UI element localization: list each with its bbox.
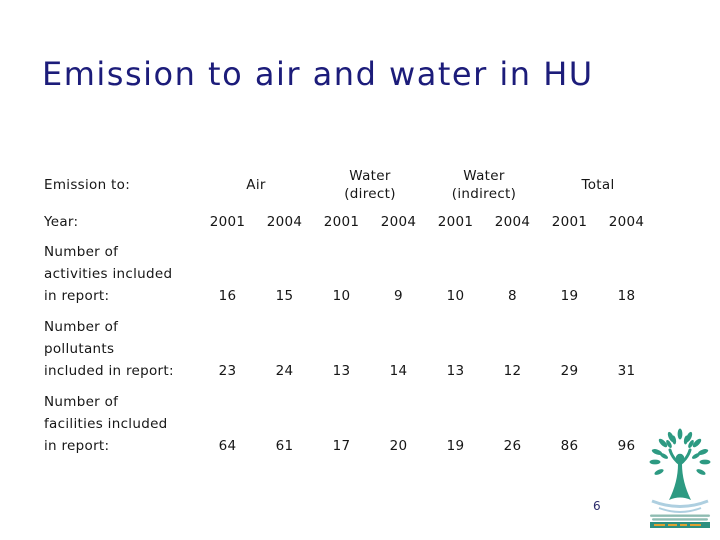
row-label: Number of pollutants included in report: [44,319,174,379]
table-row-pollutants: Number of pollutants included in report:… [44,316,655,382]
value-cell: 61 [275,438,294,454]
value-cell: 96 [617,438,636,454]
value-cell: 8 [508,288,517,304]
value-cell: 23 [218,363,237,379]
table-row-activities: Number of activities included in report:… [44,241,655,307]
value-cell: 18 [617,288,636,304]
tree-person-icon [649,428,711,528]
value-cell: 10 [446,288,465,304]
year-cell: 2001 [209,214,246,230]
year-cell: 2004 [608,214,645,230]
value-cell: 24 [275,363,294,379]
logo-banner [650,522,710,528]
year-cell: 2004 [380,214,417,230]
row-label: Number of facilities included in report: [44,394,168,454]
value-cell: 19 [446,438,465,454]
value-cell: 9 [394,288,403,304]
value-cell: 13 [332,363,351,379]
emissions-table: Emission to: Air Water (direct) Water (i… [44,162,655,457]
value-cell: 20 [389,438,408,454]
column-group-air: Air [246,177,266,193]
value-cell: 14 [389,363,408,379]
table-row-facilities: Number of facilities included in report:… [44,391,655,457]
row-label: Number of activities included in report: [44,244,173,304]
slide-title: Emission to air and water in HU [42,55,594,93]
year-cell: 2001 [551,214,588,230]
year-cell: 2001 [323,214,360,230]
value-cell: 16 [218,288,237,304]
year-cell: 2004 [494,214,531,230]
year-cell: 2001 [437,214,474,230]
organization-logo [644,428,716,528]
column-group-water-indirect: Water (indirect) [451,168,517,202]
value-cell: 29 [560,363,579,379]
year-row: Year: 2001 2004 2001 2004 2001 2004 2001… [44,212,655,232]
value-cell: 31 [617,363,636,379]
value-cell: 86 [560,438,579,454]
column-group-total: Total [581,177,615,193]
year-row-label: Year: [44,214,79,230]
year-cell: 2004 [266,214,303,230]
value-cell: 10 [332,288,351,304]
value-cell: 17 [332,438,351,454]
logo-text-lines [650,514,710,521]
table-header-row: Emission to: Air Water (direct) Water (i… [44,162,655,208]
value-cell: 26 [503,438,522,454]
value-cell: 64 [218,438,237,454]
column-group-water-direct: Water (direct) [344,168,396,202]
corner-label: Emission to: [44,177,131,193]
value-cell: 15 [275,288,294,304]
value-cell: 19 [560,288,579,304]
value-cell: 13 [446,363,465,379]
value-cell: 12 [503,363,522,379]
page-number: 6 [593,499,601,513]
